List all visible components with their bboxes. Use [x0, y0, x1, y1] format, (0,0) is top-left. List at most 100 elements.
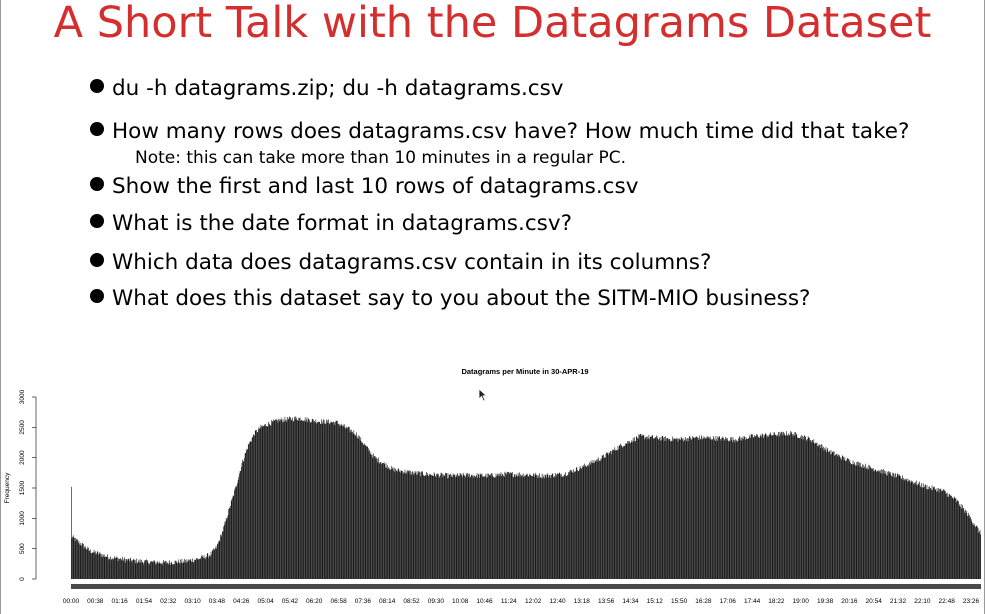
bar — [558, 473, 559, 579]
bar — [670, 441, 671, 579]
bar — [778, 431, 780, 579]
bar — [910, 480, 912, 579]
bar — [631, 440, 633, 579]
bar — [449, 474, 451, 579]
bar — [427, 473, 429, 579]
bar — [202, 556, 204, 579]
bar — [475, 477, 477, 579]
bar — [401, 471, 403, 579]
bar — [323, 420, 325, 579]
bar — [144, 560, 146, 579]
bar — [180, 559, 181, 579]
bar — [857, 461, 858, 579]
bar — [231, 499, 233, 579]
bar — [732, 441, 733, 579]
bar — [156, 561, 158, 579]
bar — [380, 461, 381, 579]
bar — [121, 559, 123, 579]
bar — [772, 434, 774, 579]
bar — [118, 558, 120, 579]
bar — [327, 422, 329, 579]
bar — [847, 457, 848, 579]
bar — [596, 461, 598, 579]
bar — [854, 464, 856, 579]
bar — [793, 433, 794, 579]
bar — [285, 420, 286, 579]
bar — [538, 475, 539, 579]
bar — [234, 488, 236, 579]
bar — [364, 445, 366, 579]
bar — [362, 444, 364, 579]
bar — [737, 441, 738, 579]
bar — [297, 420, 299, 579]
bar — [402, 473, 404, 579]
bar — [229, 508, 231, 579]
bar — [81, 543, 83, 579]
bar — [328, 419, 329, 579]
slide-title: A Short Talk with the Datagrams Dataset — [53, 0, 932, 48]
bar — [584, 466, 586, 579]
bar — [448, 477, 449, 579]
bar — [897, 473, 899, 579]
bar — [366, 446, 367, 579]
bar — [362, 442, 363, 579]
bar — [934, 486, 935, 579]
bar — [539, 477, 541, 579]
bar — [562, 476, 563, 579]
bar — [498, 474, 499, 579]
bar — [139, 562, 140, 579]
bar — [511, 472, 513, 579]
bar — [292, 421, 294, 579]
bar — [262, 425, 264, 579]
bar — [275, 419, 276, 579]
bar — [86, 549, 87, 579]
bar — [247, 449, 248, 579]
bar — [972, 523, 974, 579]
bar — [429, 474, 431, 579]
bar — [641, 434, 643, 579]
bar — [924, 486, 925, 579]
bar — [770, 434, 772, 579]
bar — [278, 418, 279, 579]
bar — [236, 485, 238, 579]
bar — [914, 483, 916, 579]
bar — [886, 474, 887, 579]
bar — [660, 436, 662, 579]
bullet-note: Note: this can take more than 10 minutes… — [135, 148, 627, 168]
bar — [773, 432, 775, 579]
bar — [373, 453, 374, 579]
bar — [477, 474, 479, 579]
bar — [545, 474, 547, 579]
bar — [553, 477, 555, 579]
bar — [347, 428, 348, 579]
bar — [790, 431, 791, 579]
bar — [880, 472, 882, 579]
bar — [279, 419, 281, 579]
bar — [979, 529, 981, 579]
bar — [437, 475, 439, 579]
bar — [271, 420, 272, 579]
bar — [651, 435, 653, 579]
bar — [514, 474, 516, 579]
bar — [648, 434, 650, 579]
bar — [495, 477, 496, 579]
bar — [813, 439, 815, 579]
bar — [797, 437, 798, 579]
bar — [129, 561, 130, 579]
bar — [569, 470, 571, 579]
x-tick-label: 00:38 — [87, 598, 104, 605]
bar — [716, 439, 717, 579]
bar — [357, 438, 358, 579]
bar — [744, 436, 746, 579]
bar — [395, 470, 397, 579]
bar — [375, 458, 377, 579]
bar — [194, 559, 196, 579]
bar — [326, 420, 328, 579]
bar — [363, 444, 365, 579]
bar — [550, 477, 551, 579]
bar — [879, 470, 881, 579]
bar — [730, 439, 732, 579]
bar — [525, 475, 527, 579]
bar — [872, 468, 874, 579]
bar — [557, 473, 559, 579]
